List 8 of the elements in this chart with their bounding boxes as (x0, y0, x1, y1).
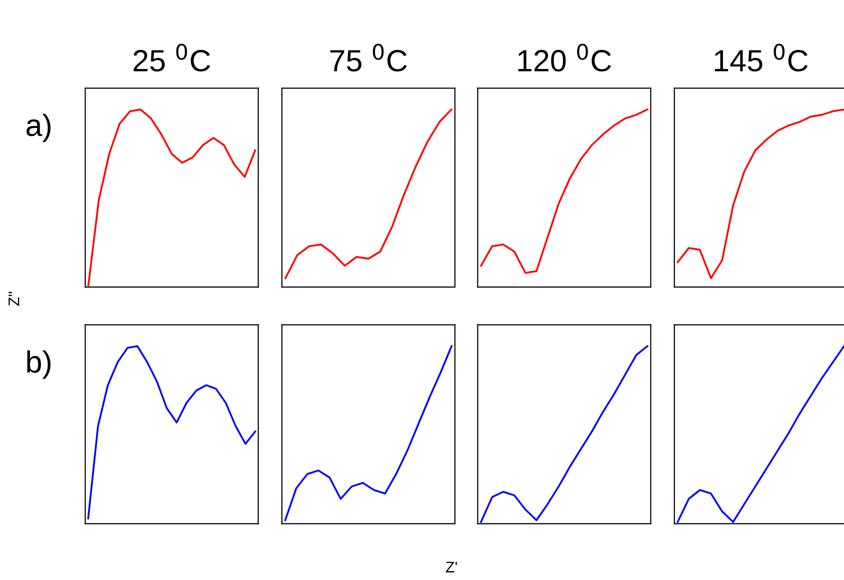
y-axis-title: Z'' (8, 292, 20, 306)
chart-title: 145 $^{0}$C (714, 44, 808, 72)
chart-title: 120 $^{0}$C (518, 44, 612, 72)
text: b) (27, 350, 51, 379)
chart-title: 75 $^{0}$C (330, 44, 407, 72)
x-axis-title: Z' (446, 562, 457, 572)
text: a) (26, 114, 51, 142)
chart-title: 25 $^{0}$C (134, 44, 210, 72)
